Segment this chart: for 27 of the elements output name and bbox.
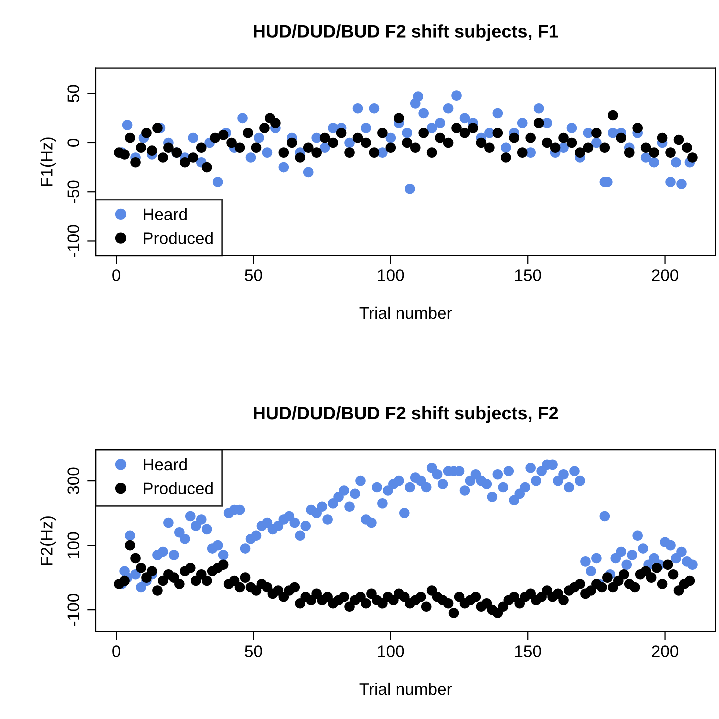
legend-label: Heard — [144, 208, 187, 220]
x-tick-label: 0 — [112, 646, 121, 658]
legend-label: Produced — [144, 232, 213, 244]
y-tick-label: 300 — [68, 468, 80, 494]
y-tick-label: 0 — [68, 138, 80, 147]
x-tick-label: 100 — [378, 270, 404, 282]
x-axis-title: Trial number — [360, 682, 452, 696]
chart-title: HUD/DUD/BUD F2 shift subjects, F1 — [254, 24, 558, 42]
x-tick-label: 100 — [378, 646, 404, 658]
y-axis-title: F2(Hz) — [40, 516, 56, 566]
x-tick-label: 50 — [245, 270, 262, 282]
legend-label: Produced — [144, 482, 213, 495]
x-tick-label: 200 — [652, 646, 679, 658]
chart-title: HUD/DUD/BUD F2 shift subjects, F2 — [254, 406, 558, 424]
x-tick-label: 50 — [245, 646, 262, 658]
x-axis-title: Trial number — [360, 306, 452, 320]
x-tick-label: 150 — [515, 646, 542, 658]
y-tick-label: -50 — [68, 180, 80, 204]
y-axis-title: F1(Hz) — [40, 138, 56, 186]
y-tick-label: 100 — [68, 532, 80, 558]
x-tick-label: 150 — [515, 270, 542, 282]
y-tick-label: -100 — [68, 225, 80, 258]
x-tick-label: 200 — [652, 270, 679, 282]
y-tick-label: -100 — [68, 594, 80, 626]
y-tick-label: 50 — [68, 85, 80, 102]
x-tick-label: 0 — [112, 270, 121, 282]
legend-label: Heard — [144, 458, 187, 471]
